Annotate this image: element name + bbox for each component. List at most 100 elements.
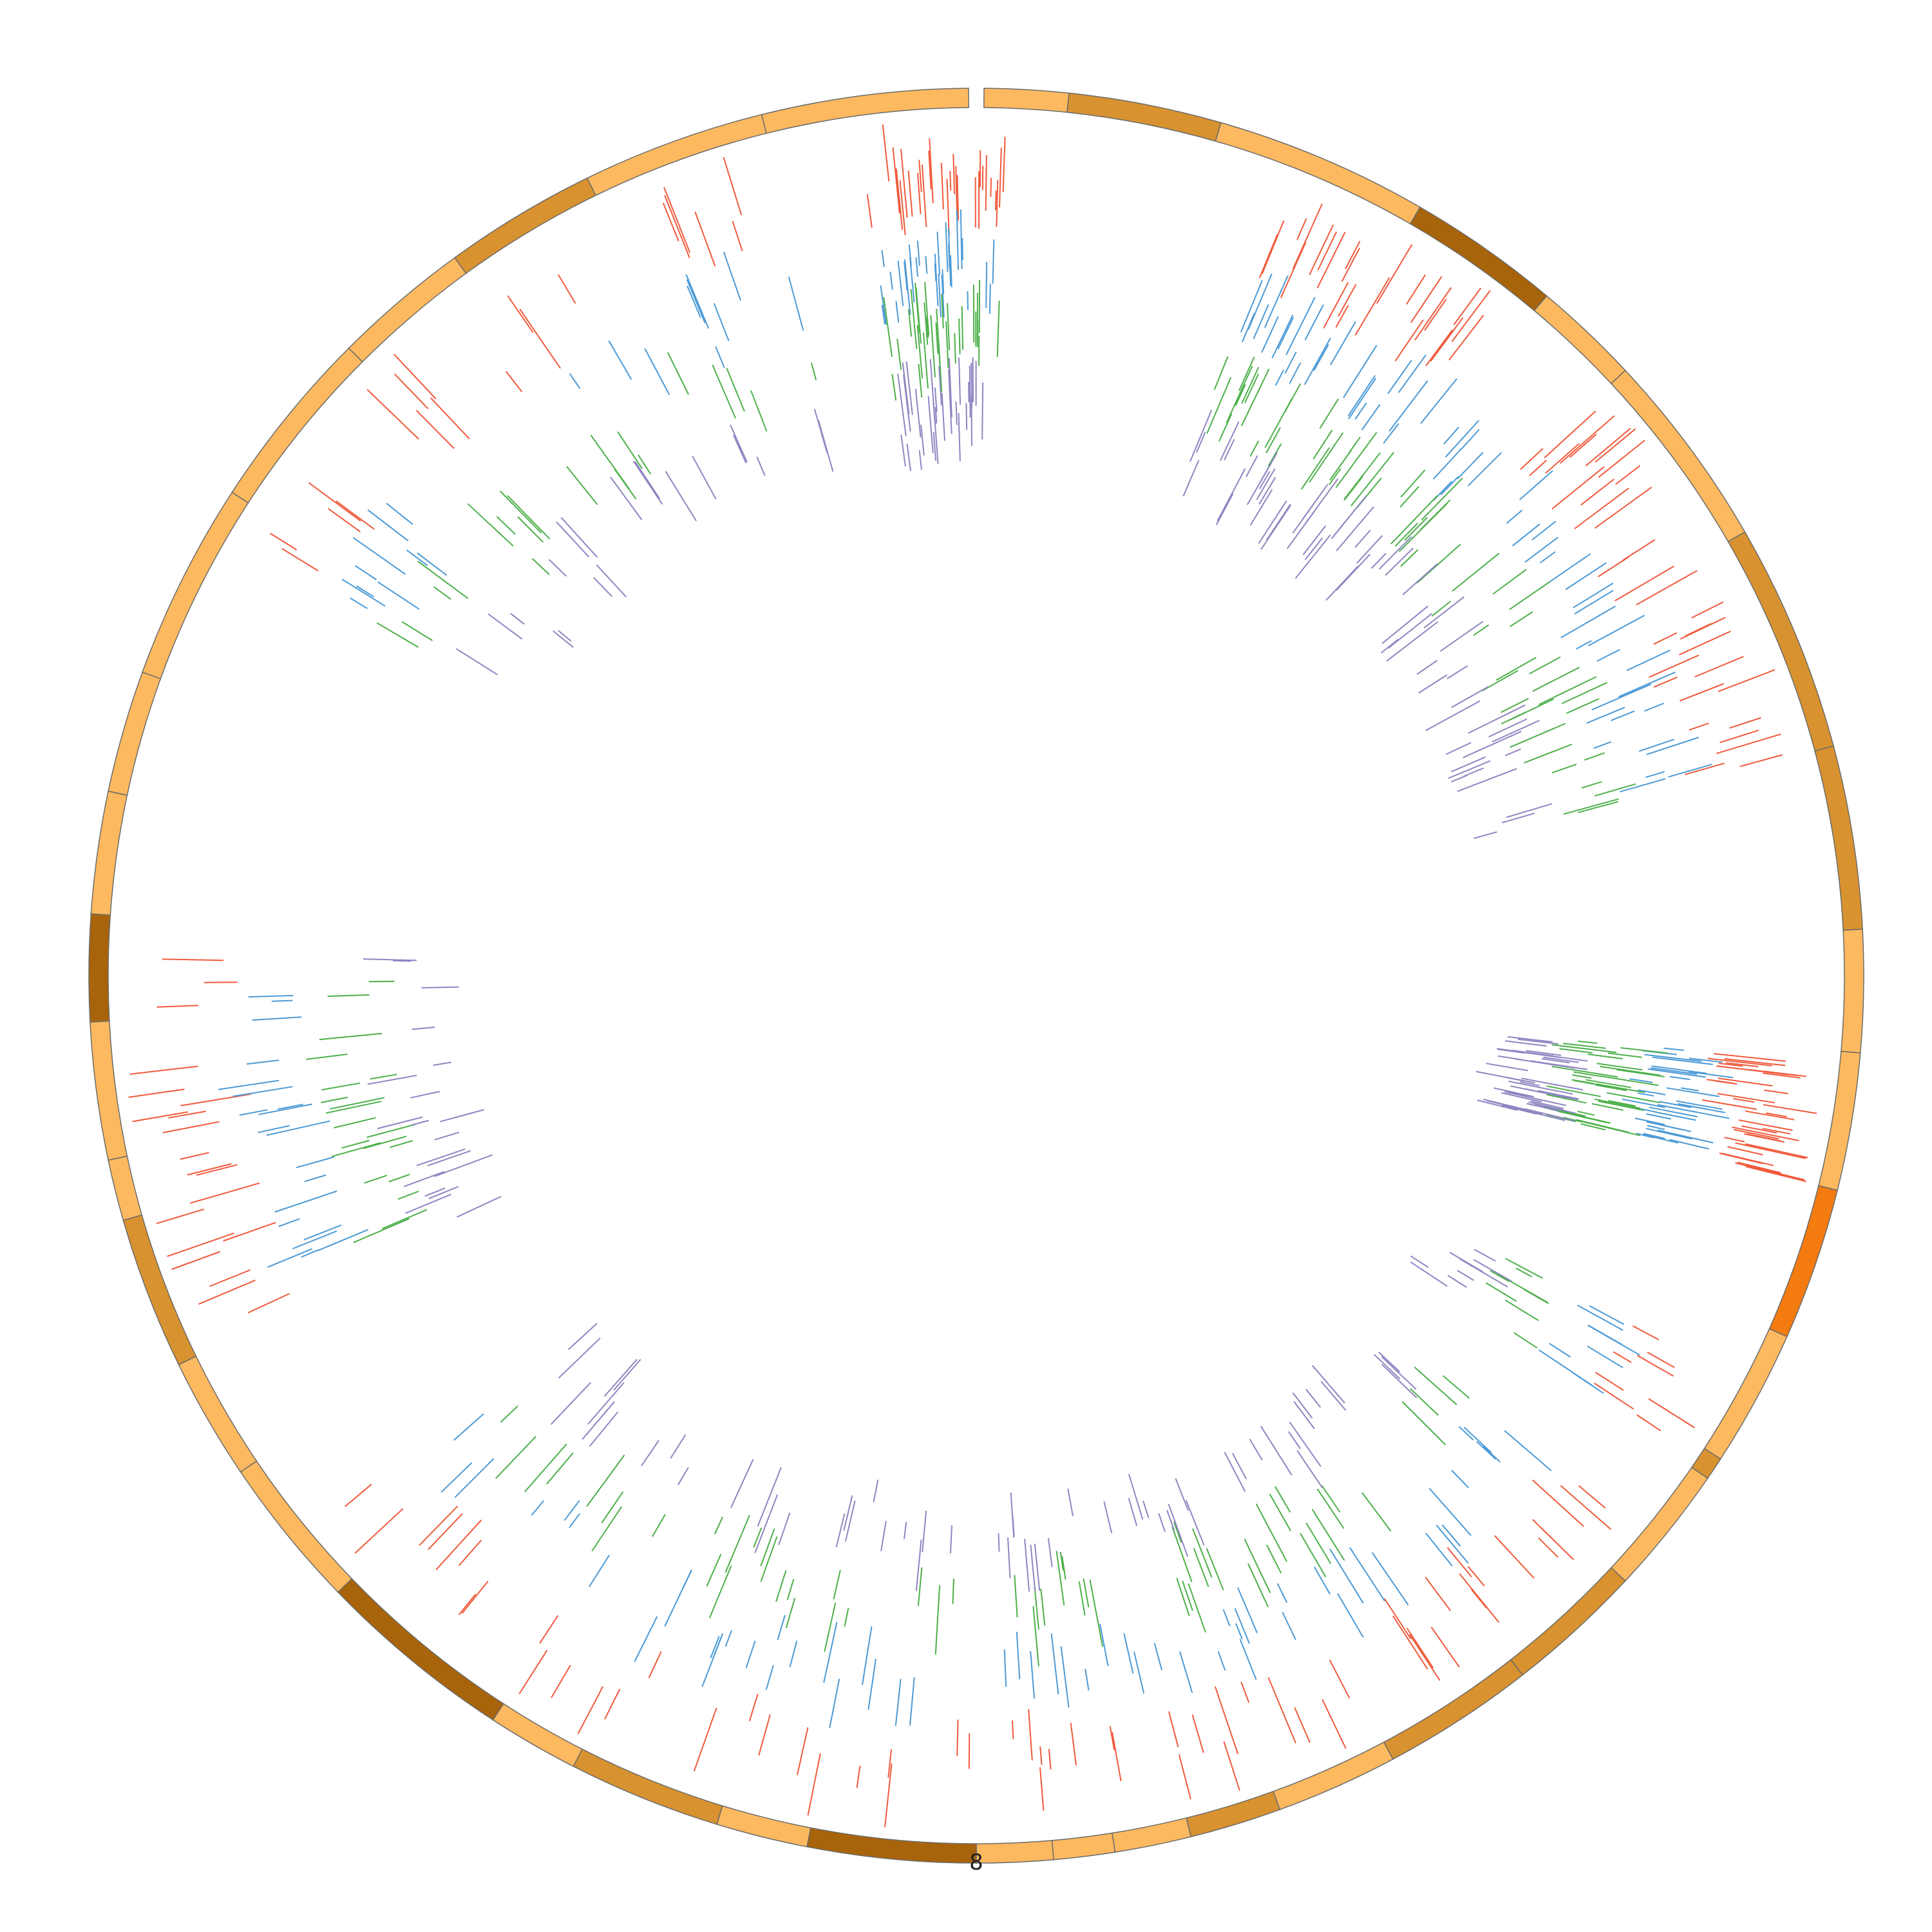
track-green-tick-231 xyxy=(591,435,630,489)
track-blue-tick-216 xyxy=(357,586,374,597)
track-green-tick-153 xyxy=(1410,1388,1438,1415)
track-purple-tick-73 xyxy=(1419,675,1447,693)
track-red-tick-107 xyxy=(1745,1144,1808,1157)
track-purple-tick-207 xyxy=(377,1117,422,1129)
track-red-tick-60 xyxy=(1570,434,1596,457)
track-blue-tick-226 xyxy=(687,274,709,328)
track-purple-tick-172 xyxy=(881,1521,886,1551)
ideogram-band-3 xyxy=(1410,207,1547,311)
track-purple-tick-149 xyxy=(1233,1454,1246,1479)
track-red-tick-75 xyxy=(1740,755,1783,766)
track-blue-tick-206 xyxy=(279,1219,300,1227)
track-red-tick-137 xyxy=(1330,1660,1350,1698)
track-purple-tick-80 xyxy=(1382,606,1428,643)
track-purple-tick-206 xyxy=(412,1121,429,1125)
track-red-tick-89 xyxy=(1598,557,1629,577)
track-red-tick-181 xyxy=(519,1650,547,1694)
track-red-tick-57 xyxy=(1552,467,1604,509)
track-red-tick-223 xyxy=(506,372,522,392)
track-blue-tick-75 xyxy=(1513,524,1540,546)
track-purple-tick-201 xyxy=(410,1092,439,1098)
chromosome-label: 8 xyxy=(969,1850,983,1875)
track-red-tick-167 xyxy=(1169,1712,1179,1748)
track-green-tick-85 xyxy=(1421,500,1450,529)
track-red-tick-126 xyxy=(1633,1326,1659,1340)
track-blue-tick-8 xyxy=(938,232,940,275)
track-blue-tick-182 xyxy=(702,1633,723,1687)
track-red-tick-176 xyxy=(750,1694,758,1721)
track-red-tick-156 xyxy=(1322,1700,1345,1748)
ideogram-band-39 xyxy=(762,88,969,133)
track-red-tick-84 xyxy=(1598,440,1645,478)
track-green-tick-50 xyxy=(1330,450,1351,480)
track-purple-tick-54 xyxy=(1305,478,1338,523)
track-red-tick-34 xyxy=(1297,218,1306,240)
track-red-tick-11 xyxy=(909,171,913,216)
track-red-tick-157 xyxy=(1472,1589,1486,1608)
track-blue-tick-231 xyxy=(687,279,705,323)
track-green-tick-200 xyxy=(326,1101,381,1113)
track-purple-tick-228 xyxy=(634,461,663,504)
track-blue-tick-120 xyxy=(1684,1110,1730,1118)
track-purple-tick-106 xyxy=(1486,1063,1528,1070)
track-purple-tick-164 xyxy=(1011,1493,1014,1538)
track-red-tick-214 xyxy=(431,398,469,439)
track-red-tick-162 xyxy=(1012,1721,1013,1739)
track-green-tick-127 xyxy=(1486,1283,1517,1302)
track-green-tick-17 xyxy=(959,319,960,354)
track-green-tick-47 xyxy=(1265,398,1292,448)
track-green-tick-69 xyxy=(1578,802,1618,813)
track-blue-tick-219 xyxy=(350,598,368,609)
track-purple-tick-152 xyxy=(1374,1354,1400,1379)
track-green-tick-150 xyxy=(1194,1548,1209,1587)
track-purple-tick-216 xyxy=(456,649,497,674)
track-green-tick-143 xyxy=(1318,1489,1344,1529)
track-purple-tick-204 xyxy=(368,1075,417,1084)
track-red-tick-207 xyxy=(187,1164,232,1175)
track-purple-tick-37 xyxy=(1246,456,1258,477)
track-green-tick-156 xyxy=(1443,1376,1470,1398)
track-green-tick-53 xyxy=(1345,477,1363,500)
track-purple-tick-205 xyxy=(457,1197,501,1217)
track-red-tick-21 xyxy=(867,194,872,228)
track-purple-tick-186 xyxy=(582,1401,614,1439)
track-red-tick-218 xyxy=(308,483,361,522)
track-purple-tick-133 xyxy=(1457,1271,1473,1281)
track-blue-tick-193 xyxy=(304,1225,341,1240)
track-green-tick-155 xyxy=(1188,1584,1206,1633)
track-blue-tick-61 xyxy=(1532,522,1556,540)
track-blue-tick-138 xyxy=(1350,1548,1385,1601)
track-blue-tick-169 xyxy=(910,1677,914,1725)
track-green-tick-213 xyxy=(518,517,543,542)
track-purple-tick-89 xyxy=(1447,666,1468,679)
track-purple-tick-61 xyxy=(1385,548,1413,575)
track-green-tick-176 xyxy=(845,1608,849,1627)
track-green-tick-199 xyxy=(367,1124,415,1137)
feature-tracks xyxy=(129,124,1817,1827)
track-purple-tick-230 xyxy=(666,471,697,521)
track-blue-tick-74 xyxy=(1627,650,1670,671)
track-red-tick-228 xyxy=(520,309,560,368)
track-red-tick-74 xyxy=(1595,429,1636,462)
track-purple-tick-34 xyxy=(1331,505,1359,538)
track-green-tick-130 xyxy=(1506,1258,1543,1278)
track-purple-tick-225 xyxy=(819,421,833,472)
track-red-tick-211 xyxy=(157,1005,199,1007)
track-red-tick-41 xyxy=(1260,234,1278,278)
track-red-tick-195 xyxy=(129,1089,185,1097)
track-red-tick-67 xyxy=(1581,479,1615,505)
track-blue-tick-142 xyxy=(1338,1593,1363,1637)
track-purple-tick-187 xyxy=(678,1468,688,1485)
track-green-tick-82 xyxy=(1524,744,1572,763)
track-blue-tick-2 xyxy=(938,274,941,317)
track-purple-tick-226 xyxy=(757,457,764,476)
track-red-tick-178 xyxy=(459,1594,476,1615)
track-red-tick-132 xyxy=(1595,1383,1634,1409)
track-red-tick-44 xyxy=(1396,320,1423,361)
track-purple-tick-23 xyxy=(966,403,967,430)
track-purple-tick-153 xyxy=(1382,1365,1417,1398)
track-purple-tick-65 xyxy=(1387,622,1438,661)
track-green-tick-40 xyxy=(1269,444,1282,466)
track-green-tick-122 xyxy=(1563,1043,1605,1048)
track-blue-tick-230 xyxy=(715,346,724,368)
